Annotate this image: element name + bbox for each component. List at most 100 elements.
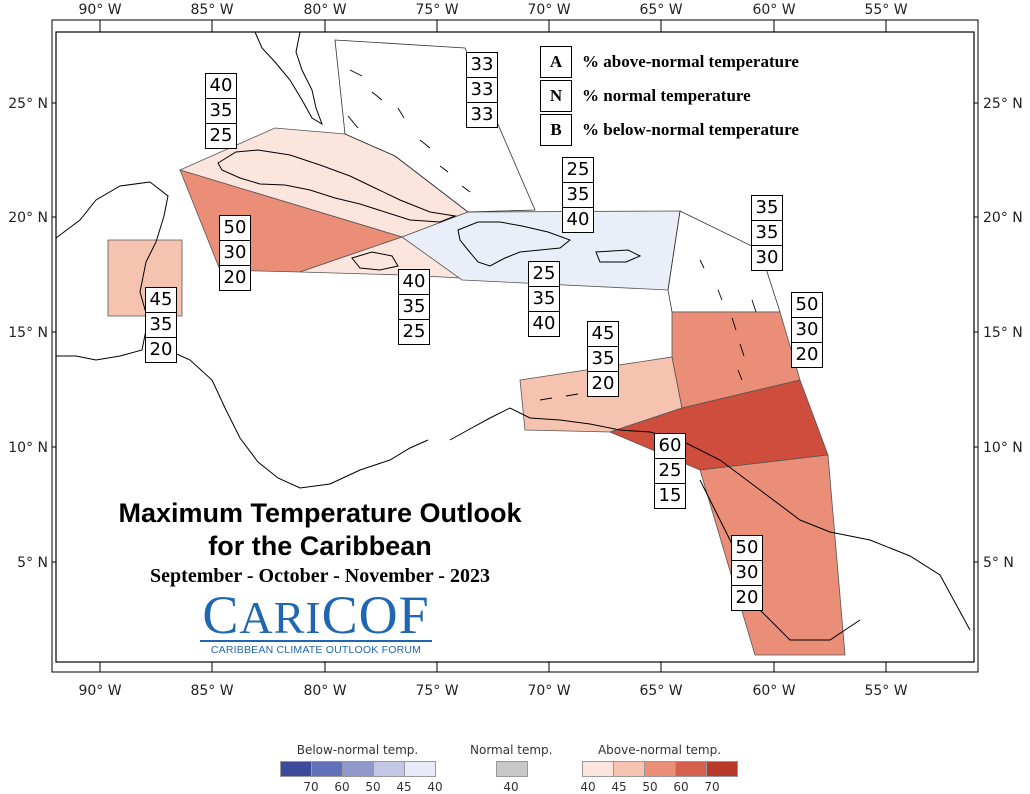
longitude-ticks-top: 90° W 85° W 80° W 75° W 70° W 65° W 60° W 55° W — [78, 2, 908, 32]
legend-swatch — [613, 761, 645, 777]
key-row-below: B % below-normal temperature — [540, 113, 799, 147]
latitude-tick-label: 5° N — [983, 555, 1014, 571]
prob-box-abc-islands: 45 35 20 — [587, 321, 619, 397]
prob-normal: 35 — [146, 313, 176, 338]
longitude-tick-label: 65° W — [639, 683, 682, 699]
longitude-tick-label: 80° W — [303, 683, 346, 699]
prob-box-trinidad: 60 25 15 — [654, 433, 686, 509]
prob-normal: 35 — [563, 183, 593, 208]
longitude-tick-label: 80° W — [303, 2, 346, 18]
caricof-logo: CARICOF CARIBBEAN CLIMATE OUTLOOK FORUM — [200, 585, 432, 656]
latitude-tick-label: 20° N — [983, 210, 1023, 226]
prob-normal: 35 — [529, 287, 559, 312]
prob-above: 60 — [655, 434, 685, 459]
prob-above: 40 — [206, 74, 236, 99]
florida-coastline — [254, 31, 323, 126]
key-row-normal: N % normal temperature — [540, 79, 799, 113]
longitude-tick-label: 70° W — [527, 683, 570, 699]
prob-normal: 35 — [752, 221, 782, 246]
longitude-tick-label: 85° W — [190, 683, 233, 699]
legend-swatch — [373, 761, 405, 777]
legend-tick-label: 60 — [334, 780, 350, 794]
legend-swatch — [280, 761, 312, 777]
legend-tick-label: 40 — [427, 780, 443, 794]
bahamas-islands — [347, 69, 471, 193]
longitude-tick-label: 60° W — [752, 2, 795, 18]
title-line-2: for the Caribbean — [208, 531, 432, 561]
prob-above: 40 — [399, 270, 429, 295]
prob-below: 33 — [470, 104, 494, 125]
key-letter: N — [540, 80, 572, 112]
prob-below: 15 — [658, 485, 682, 506]
prob-above: 50 — [220, 216, 250, 241]
legend-tick-label: 70 — [303, 780, 319, 794]
prob-above: 45 — [588, 322, 618, 347]
legend-swatches — [280, 761, 436, 777]
yucatan-coastline — [55, 181, 169, 361]
prob-above: 25 — [563, 158, 593, 183]
legend-swatch — [342, 761, 374, 777]
longitude-tick-label: 70° W — [527, 2, 570, 18]
central-america-coastline — [145, 349, 429, 489]
legend-normal: Normal temp. — [470, 743, 552, 777]
latitude-tick-label: 10° N — [983, 440, 1023, 456]
prob-below: 30 — [755, 247, 779, 268]
latitude-tick-label: 15° N — [983, 325, 1023, 341]
prob-box-virgin-islands: 35 35 30 — [751, 195, 783, 271]
prob-box-bahamas: 33 33 33 — [466, 52, 498, 128]
legend-swatches — [470, 761, 552, 777]
legend-below-normal: Below-normal temp. — [280, 743, 436, 777]
prob-below: 25 — [402, 321, 426, 342]
legend-swatch — [495, 761, 528, 777]
puerto-rico-coastline — [595, 249, 642, 263]
season-subtitle: September - October - November - 2023 — [150, 565, 490, 587]
prob-box-hispaniola: 25 35 40 — [562, 157, 594, 233]
legend-title: Below-normal temp. — [296, 743, 419, 757]
longitude-tick-label: 55° W — [864, 2, 907, 18]
legend-title: Normal temp. — [470, 743, 553, 757]
longitude-tick-label: 85° W — [190, 2, 233, 18]
prob-below: 20 — [149, 339, 173, 360]
logo-subtitle: CARIBBEAN CLIMATE OUTLOOK FORUM — [200, 640, 432, 656]
longitude-tick-label: 55° W — [864, 683, 907, 699]
key-text: % normal temperature — [582, 86, 751, 105]
prob-normal: 30 — [220, 241, 250, 266]
legend-swatch — [675, 761, 707, 777]
legend-swatch — [404, 761, 436, 777]
jamaica-coastline — [351, 251, 399, 271]
legend-swatch — [311, 761, 343, 777]
latitude-tick-label: 20° N — [8, 210, 48, 226]
prob-normal: 35 — [206, 99, 236, 124]
logo-wordmark: CARICOF — [202, 585, 430, 645]
lesser-antilles-islands — [699, 259, 757, 381]
prob-below: 20 — [735, 587, 759, 608]
latitude-ticks-left: 25° N 20° N 15° N 10° N 5° N — [8, 96, 56, 571]
latitude-tick-label: 5° N — [17, 555, 48, 571]
prob-below: 40 — [566, 209, 590, 230]
title-line-1: Maximum Temperature Outlook — [118, 498, 522, 528]
prob-box-northern-cuba: 40 35 25 — [205, 73, 237, 149]
legend-above-normal: Above-normal temp. — [582, 743, 738, 777]
legend-tick-label: 45 — [396, 780, 412, 794]
prob-below: 20 — [795, 344, 819, 365]
legend-swatch — [644, 761, 676, 777]
cuba-coastline — [217, 149, 457, 223]
key-text: % below-normal temperature — [582, 120, 799, 139]
prob-normal: 35 — [399, 295, 429, 320]
key-letter: A — [540, 46, 572, 78]
prob-normal: 33 — [467, 78, 497, 103]
bahamas-region — [334, 39, 536, 213]
legend-tick-label: 50 — [642, 780, 658, 794]
prob-below: 20 — [591, 373, 615, 394]
prob-box-cayman: 50 30 20 — [219, 215, 251, 291]
prob-above: 45 — [146, 288, 176, 313]
longitude-tick-label: 60° W — [752, 683, 795, 699]
longitude-tick-label: 90° W — [78, 2, 121, 18]
prob-box-jamaica: 40 35 25 — [398, 269, 430, 345]
hispaniola-coastline — [457, 221, 572, 267]
legend-swatches — [582, 761, 738, 777]
prob-above: 33 — [467, 53, 497, 78]
latitude-tick-label: 15° N — [8, 325, 48, 341]
legend-tick-label: 50 — [365, 780, 381, 794]
